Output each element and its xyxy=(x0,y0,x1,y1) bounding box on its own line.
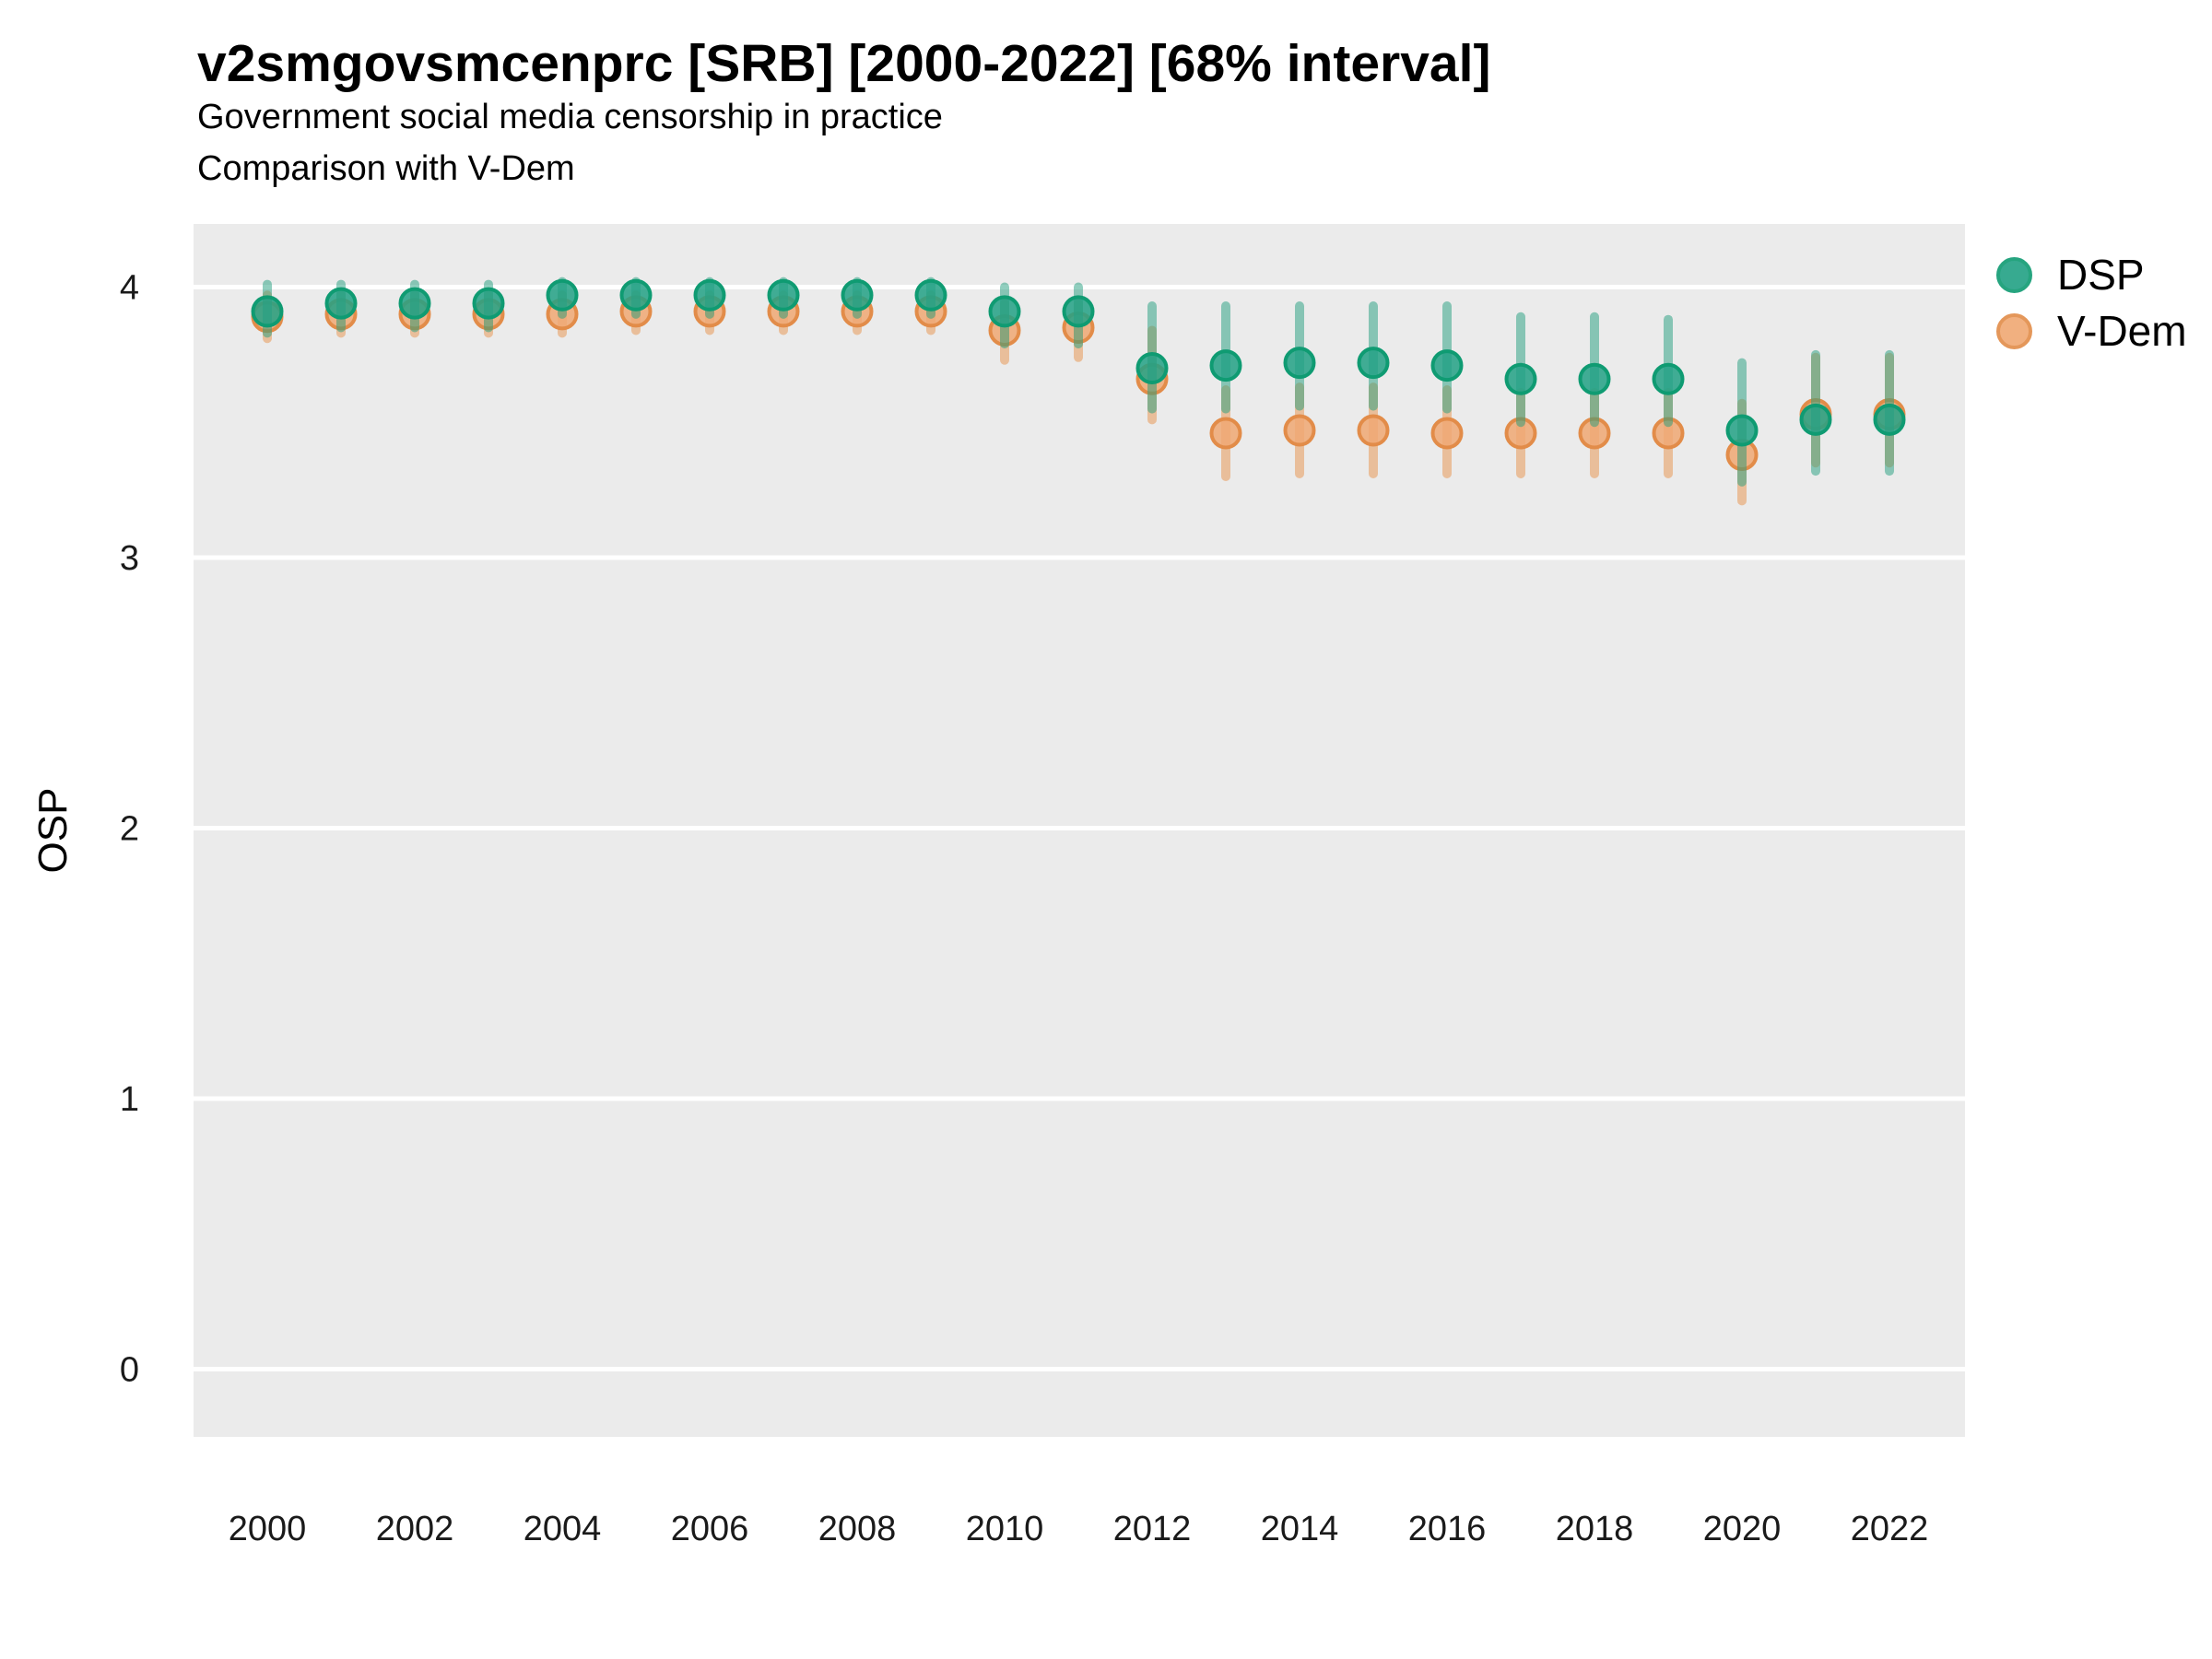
vdem-point-2014 xyxy=(1283,414,1316,447)
y-tick-label: 1 xyxy=(120,1080,139,1119)
dsp-point-2012 xyxy=(1135,352,1169,385)
dsp-point-2008 xyxy=(841,278,874,312)
vdem-point-2013 xyxy=(1209,417,1242,450)
dsp-point-2021 xyxy=(1799,403,1832,436)
y-tick-label: 3 xyxy=(120,539,139,578)
x-tick-label: 2006 xyxy=(671,1510,749,1548)
y-tick-label: 0 xyxy=(120,1351,139,1390)
dsp-point-2010 xyxy=(988,295,1021,328)
dsp-point-2015 xyxy=(1357,347,1390,380)
dsp-point-2019 xyxy=(1652,362,1685,395)
x-tick-label: 2018 xyxy=(1556,1510,1634,1548)
legend-item-dsp: DSP xyxy=(1996,250,2187,300)
x-tick-label: 2002 xyxy=(376,1510,454,1548)
dsp-point-2009 xyxy=(914,278,947,312)
x-tick-label: 2020 xyxy=(1703,1510,1782,1548)
legend-item-vdem: V-Dem xyxy=(1996,306,2187,356)
x-tick-label: 2004 xyxy=(524,1510,602,1548)
x-tick-label: 2000 xyxy=(229,1510,307,1548)
dsp-point-2018 xyxy=(1578,362,1611,395)
dsp-point-2005 xyxy=(619,278,653,312)
vdem-point-2015 xyxy=(1357,414,1390,447)
y-axis-title: OSP xyxy=(30,787,76,874)
dsp-point-2017 xyxy=(1504,362,1537,395)
y-tick-label: 4 xyxy=(120,269,139,308)
dsp-point-2020 xyxy=(1725,414,1759,447)
dsp-point-2006 xyxy=(693,278,726,312)
x-tick-label: 2016 xyxy=(1408,1510,1487,1548)
dsp-point-2014 xyxy=(1283,347,1316,380)
dsp-point-2016 xyxy=(1430,349,1464,382)
x-tick-label: 2022 xyxy=(1851,1510,1929,1548)
x-tick-label: 2010 xyxy=(966,1510,1044,1548)
dsp-point-2001 xyxy=(324,287,358,320)
chart-subtitle: Government social media censorship in pr… xyxy=(197,98,943,136)
dsp-point-2011 xyxy=(1062,295,1095,328)
x-tick-label: 2012 xyxy=(1113,1510,1192,1548)
legend: DSP V-Dem xyxy=(1996,250,2187,356)
x-tick-label: 2014 xyxy=(1261,1510,1339,1548)
dsp-point-2003 xyxy=(472,287,505,320)
dsp-point-2000 xyxy=(251,295,284,328)
vdem-point-2016 xyxy=(1430,417,1464,450)
dsp-point-2022 xyxy=(1873,403,1906,436)
dsp-legend-dot-icon xyxy=(1996,256,2032,293)
y-tick-label: 2 xyxy=(120,810,139,849)
legend-label-vdem: V-Dem xyxy=(2057,307,2187,355)
vdem-legend-dot-icon xyxy=(1996,312,2032,349)
dsp-point-2002 xyxy=(398,287,431,320)
chart-title: v2smgovsmcenprc [SRB] [2000-2022] [68% i… xyxy=(197,34,1491,93)
dsp-point-2004 xyxy=(546,278,579,312)
dsp-point-2007 xyxy=(767,278,800,312)
x-tick-label: 2008 xyxy=(818,1510,897,1548)
dsp-point-2013 xyxy=(1209,349,1242,382)
chart-subtitle-comparison: Comparison with V-Dem xyxy=(197,149,575,188)
legend-label-dsp: DSP xyxy=(2057,251,2145,299)
